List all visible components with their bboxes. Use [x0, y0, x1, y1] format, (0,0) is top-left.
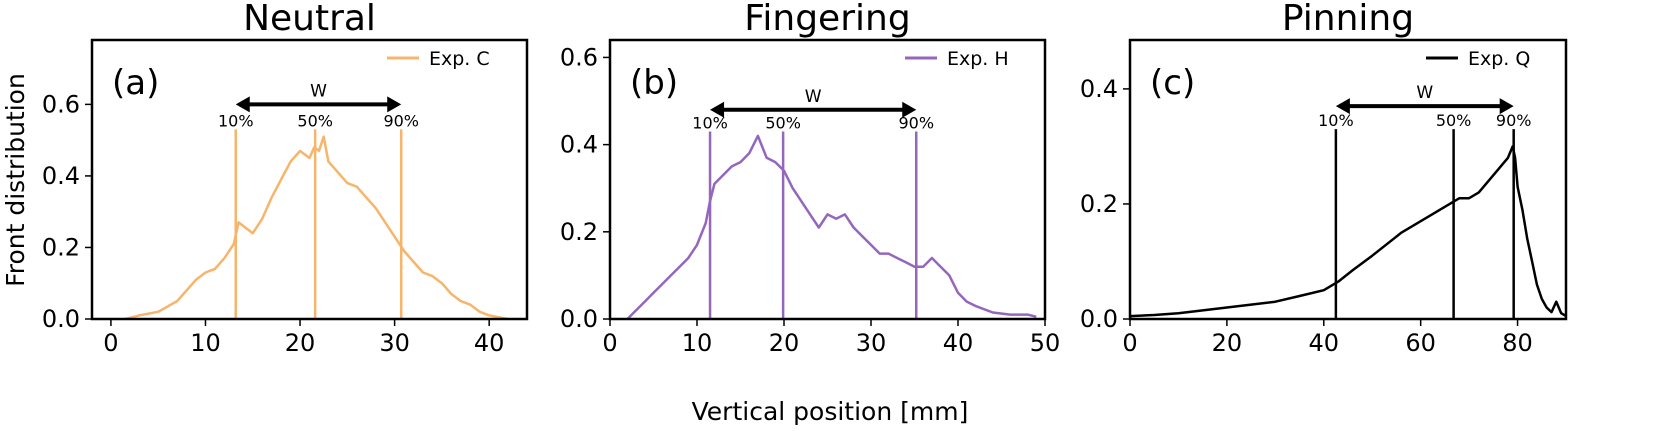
- panel-title: Fingering: [744, 0, 910, 39]
- x-tick-label: 80: [1502, 329, 1533, 357]
- y-tick-label: 0.0: [560, 305, 598, 333]
- percentile-label: 90%: [898, 114, 934, 133]
- axes-frame: [1128, 38, 1568, 321]
- percentile-label: 10%: [1318, 111, 1354, 130]
- x-tick-label: 0: [602, 329, 617, 357]
- series-line: [1129, 145, 1567, 318]
- panel-letter: (a): [112, 63, 159, 103]
- legend-label: Exp. Q: [1468, 48, 1530, 70]
- y-tick-label: 0.6: [560, 43, 598, 71]
- panel-title: Neutral: [243, 0, 376, 39]
- panel-letter: (c): [1150, 63, 1195, 103]
- percentile-label: 90%: [383, 111, 419, 130]
- axes-frame: [90, 38, 529, 321]
- width-arrow-right-head: [1499, 98, 1514, 115]
- y-tick-label: 0.2: [560, 218, 598, 246]
- percentile-label: 50%: [1436, 111, 1472, 130]
- y-tick-label: 0.0: [42, 305, 80, 333]
- y-tick-label: 0.0: [1080, 305, 1118, 333]
- percentile-label: 10%: [692, 114, 728, 133]
- percentile-label: 50%: [765, 114, 801, 133]
- y-tick-label: 0.2: [42, 233, 80, 261]
- width-arrow-left-head: [235, 96, 250, 113]
- panel-letter: (b): [630, 63, 678, 103]
- percentile-label: 90%: [1496, 111, 1532, 130]
- x-tick-label: 20: [1212, 329, 1243, 357]
- series-line: [124, 135, 509, 321]
- width-label: W: [805, 87, 822, 107]
- series-line: [626, 134, 1037, 320]
- y-tick-label: 0.4: [560, 131, 598, 159]
- x-tick-label: 0: [103, 329, 118, 357]
- legend-label: Exp. C: [429, 48, 490, 70]
- width-label: W: [310, 81, 327, 101]
- y-tick-label: 0.4: [1080, 75, 1118, 103]
- width-label: W: [1416, 83, 1433, 103]
- x-tick-label: 0: [1122, 329, 1137, 357]
- width-arrow-right-head: [902, 101, 917, 118]
- x-tick-label: 20: [285, 329, 316, 357]
- y-tick-label: 0.6: [42, 90, 80, 118]
- panel-2: Fingering 0 10 20 30 40 50 0.0 0.2 0.4 0.6 10% 50% 90…: [560, 0, 1060, 357]
- x-tick-label: 60: [1405, 329, 1436, 357]
- panel-title: Pinning: [1282, 0, 1414, 39]
- y-tick-label: 0.4: [42, 162, 80, 190]
- x-tick-label: 30: [856, 329, 887, 357]
- x-tick-label: 40: [943, 329, 974, 357]
- panel-1: Neutral 0 10 20 30 40 0.0 0.2 0.4 0.6 10% 50% 90% W (a…: [42, 0, 529, 357]
- x-tick-label: 30: [379, 329, 410, 357]
- y-tick-label: 0.2: [1080, 190, 1118, 218]
- percentile-label: 50%: [297, 111, 333, 130]
- percentile-label: 10%: [218, 111, 254, 130]
- x-tick-label: 50: [1030, 329, 1061, 357]
- x-tick-label: 10: [682, 329, 713, 357]
- axes-frame: [608, 38, 1047, 321]
- legend-label: Exp. H: [947, 48, 1009, 70]
- width-arrow-left-head: [1335, 98, 1350, 115]
- width-arrow-right-head: [387, 96, 402, 113]
- width-arrow-left-head: [710, 101, 725, 118]
- y-axis-label: Front distribution: [1, 73, 30, 287]
- panel-3: Pinning 0 20 40 60 80 0.0 0.2 0.4 10% 50% 90% W (c) Ex…: [1080, 0, 1568, 357]
- x-tick-label: 40: [1309, 329, 1340, 357]
- x-tick-label: 10: [190, 329, 221, 357]
- x-axis-label: Vertical position [mm]: [692, 397, 969, 426]
- x-tick-label: 20: [769, 329, 800, 357]
- x-tick-label: 40: [474, 329, 505, 357]
